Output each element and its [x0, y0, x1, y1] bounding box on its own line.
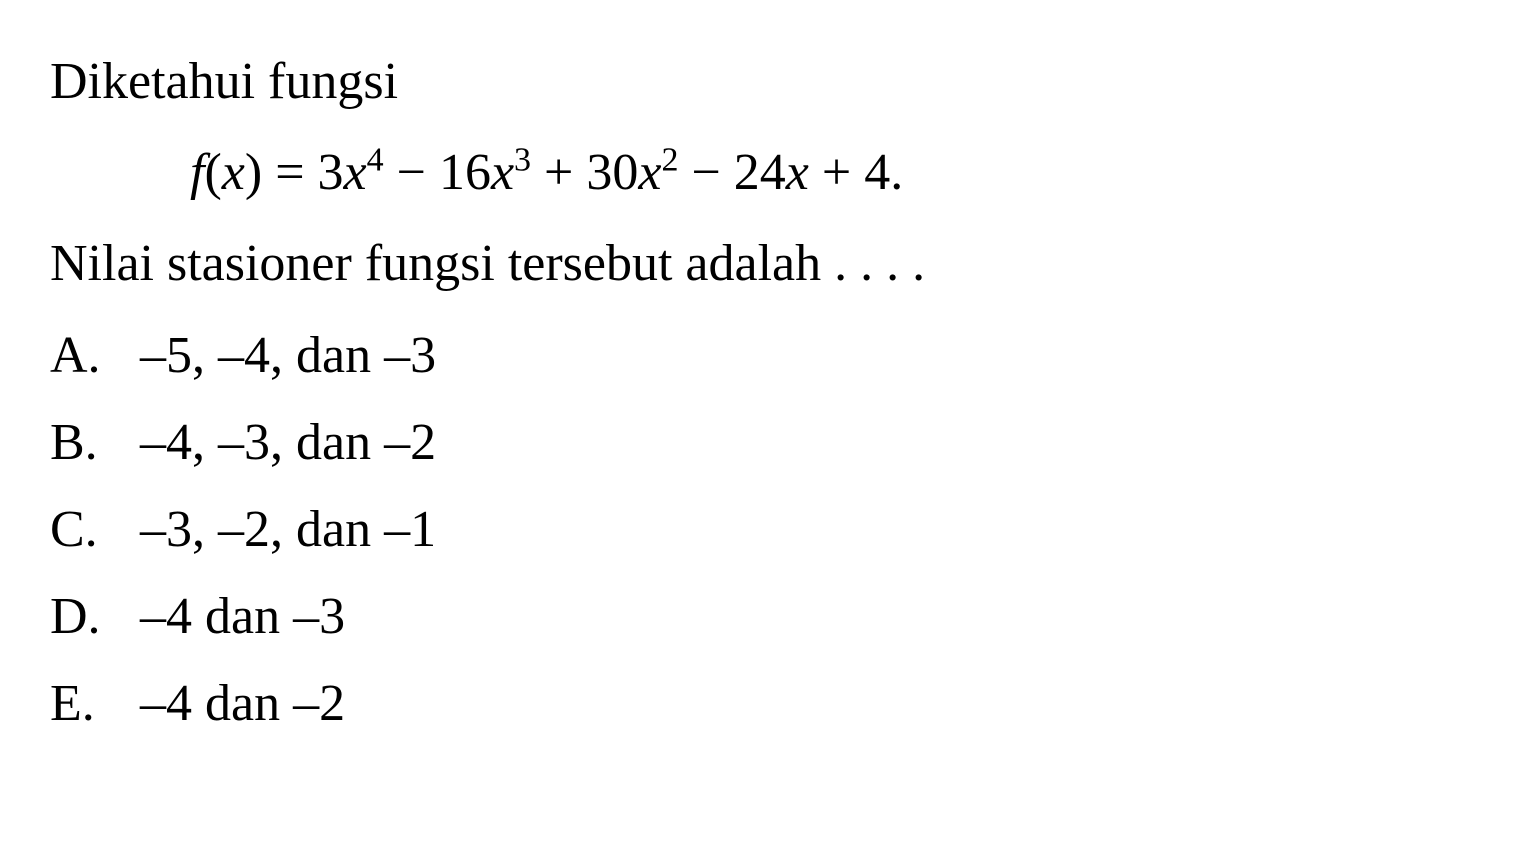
question-text: Nilai stasioner fungsi tersebut adalah .… — [50, 222, 1466, 305]
option-text: –4 dan –2 — [140, 662, 1466, 745]
intro-text: Diketahui fungsi — [50, 40, 1466, 123]
term2-exp: 3 — [514, 142, 531, 179]
option-letter: E. — [50, 662, 140, 745]
option-letter: D. — [50, 575, 140, 658]
term1-var: x — [344, 144, 367, 201]
option-text: –4, –3, dan –2 — [140, 401, 1466, 484]
term3-coef: 30 — [586, 144, 638, 201]
option-letter: B. — [50, 401, 140, 484]
variable: x — [222, 144, 245, 201]
option-letter: C. — [50, 488, 140, 571]
option-text: –4 dan –3 — [140, 575, 1466, 658]
option-e: E. –4 dan –2 — [50, 662, 1466, 745]
option-text: –5, –4, dan –3 — [140, 314, 1466, 397]
operator-3: − — [691, 144, 720, 201]
term1-coef: 3 — [318, 144, 344, 201]
option-text: –3, –2, dan –1 — [140, 488, 1466, 571]
option-d: D. –4 dan –3 — [50, 575, 1466, 658]
term4-coef: 24 — [734, 144, 786, 201]
options-list: A. –5, –4, dan –3 B. –4, –3, dan –2 C. –… — [50, 314, 1466, 746]
formula-line: f(x) = 3x4 − 16x3 + 30x2 − 24x + 4. — [50, 131, 1466, 214]
term3-var: x — [638, 144, 661, 201]
term4-var: x — [786, 144, 809, 201]
close-paren: ) — [245, 144, 262, 201]
equals: = — [275, 144, 304, 201]
term2-var: x — [491, 144, 514, 201]
operator-1: − — [397, 144, 426, 201]
open-paren: ( — [204, 144, 221, 201]
math-problem: Diketahui fungsi f(x) = 3x4 − 16x3 + 30x… — [50, 40, 1466, 746]
function-name: f — [190, 144, 204, 201]
term2-coef: 16 — [439, 144, 491, 201]
option-a: A. –5, –4, dan –3 — [50, 314, 1466, 397]
option-b: B. –4, –3, dan –2 — [50, 401, 1466, 484]
option-c: C. –3, –2, dan –1 — [50, 488, 1466, 571]
operator-4: + — [822, 144, 851, 201]
option-letter: A. — [50, 314, 140, 397]
term1-exp: 4 — [367, 142, 384, 179]
term5: 4. — [864, 144, 903, 201]
operator-2: + — [544, 144, 573, 201]
term3-exp: 2 — [661, 142, 678, 179]
